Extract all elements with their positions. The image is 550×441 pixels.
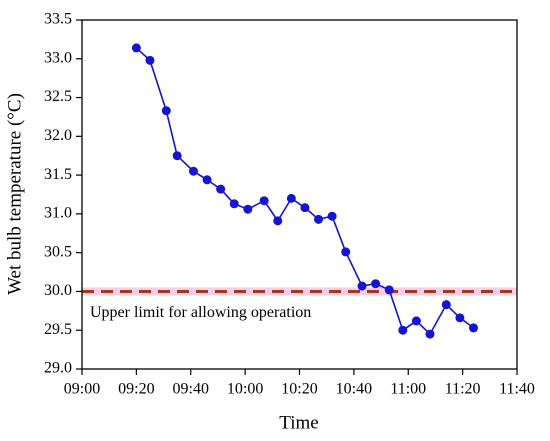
- data-point: [161, 106, 171, 116]
- data-point: [229, 199, 239, 209]
- data-point: [341, 247, 351, 257]
- reference-label: Upper limit for allowing operation: [90, 304, 311, 321]
- data-point: [314, 214, 324, 224]
- y-tick-label: 30.5: [44, 243, 72, 260]
- x-tick-label: 11:00: [390, 381, 426, 398]
- y-tick-label: 31.0: [44, 205, 72, 222]
- x-tick-label: 09:20: [118, 381, 154, 398]
- y-tick-label: 31.5: [44, 166, 72, 183]
- data-point: [145, 55, 155, 65]
- data-point: [398, 325, 408, 335]
- y-axis-title: Wet bulb temperature (°C): [4, 93, 25, 295]
- data-point: [172, 151, 182, 161]
- data-point: [286, 193, 296, 203]
- y-tick-label: 33.5: [44, 11, 72, 28]
- y-tick-label: 29.5: [44, 321, 72, 338]
- data-point: [131, 43, 141, 53]
- plot-frame: [81, 19, 518, 370]
- x-axis-title: Time: [279, 412, 318, 433]
- data-point: [441, 300, 451, 310]
- x-tick-label: 11:20: [445, 381, 481, 398]
- data-point: [425, 329, 435, 339]
- x-tick-label: 09:40: [173, 381, 209, 398]
- x-tick-label: 10:20: [281, 381, 317, 398]
- data-point: [327, 211, 337, 221]
- x-tick-label: 10:40: [336, 381, 372, 398]
- y-tick-label: 32.5: [44, 88, 72, 105]
- data-point: [371, 279, 381, 289]
- x-tick-label: 11:40: [499, 381, 535, 398]
- y-tick-label: 30.0: [44, 282, 72, 299]
- data-point: [202, 175, 212, 185]
- x-tick-label: 09:00: [64, 381, 100, 398]
- x-tick-label: 10:00: [227, 381, 263, 398]
- data-point: [243, 204, 253, 214]
- data-point: [384, 285, 394, 295]
- data-point: [411, 316, 421, 326]
- data-point: [259, 196, 269, 206]
- data-point: [455, 313, 465, 323]
- data-point: [300, 203, 310, 213]
- data-point: [357, 281, 367, 291]
- y-tick-label: 33.0: [44, 49, 72, 66]
- data-point: [273, 216, 283, 226]
- data-point: [469, 323, 478, 333]
- y-tick-label: 32.0: [44, 127, 72, 144]
- data-point: [188, 166, 198, 176]
- data-point: [216, 184, 226, 194]
- y-tick-label: 29.0: [44, 360, 72, 377]
